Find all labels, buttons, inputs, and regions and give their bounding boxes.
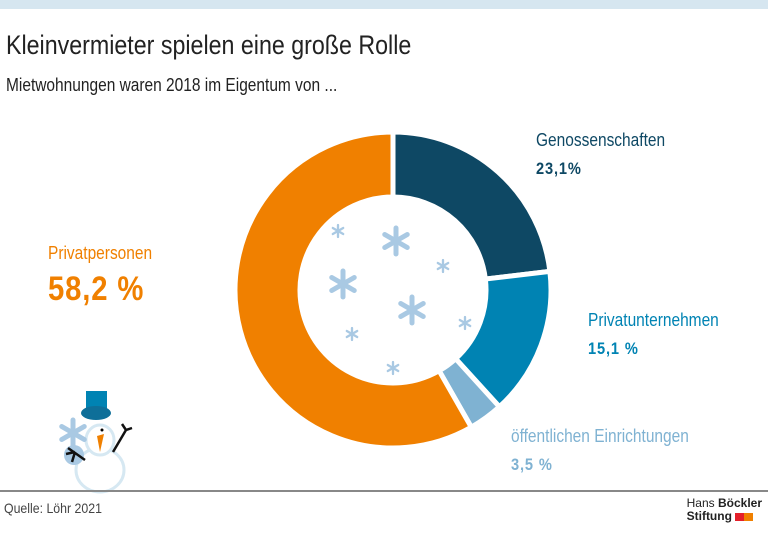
logo-text: Stiftung bbox=[686, 509, 732, 523]
top-bar bbox=[0, 0, 768, 9]
snowflake-icon bbox=[345, 326, 359, 342]
category-label: Privatunternehmen bbox=[588, 310, 719, 330]
value-label: 58,2 % bbox=[48, 270, 145, 308]
footer-rule bbox=[0, 490, 768, 492]
snowman-icon bbox=[64, 391, 133, 494]
logo-text: Hans bbox=[686, 496, 715, 510]
donut-slice bbox=[232, 129, 475, 451]
snowflake-icon bbox=[436, 258, 450, 274]
logo-text: Böckler bbox=[717, 496, 762, 510]
snowflake-icon bbox=[329, 268, 357, 300]
value-label: 23,1% bbox=[536, 159, 582, 178]
chart-title: Kleinvermieter spielen eine große Rolle bbox=[6, 30, 412, 60]
logo-orange-square bbox=[744, 512, 754, 521]
snowflake-icon bbox=[382, 225, 410, 257]
logo-red-square bbox=[735, 512, 745, 521]
value-label: 3,5 % bbox=[511, 455, 553, 474]
snowflake-icon bbox=[386, 360, 400, 376]
chart-subtitle: Mietwohnungen waren 2018 im Eigentum von… bbox=[6, 75, 338, 95]
label-oeffentlich: öffentlichen Einrichtungen 3,5 % bbox=[511, 426, 689, 475]
value-label: 15,1 % bbox=[588, 339, 639, 358]
category-label: Genossenschaften bbox=[536, 130, 666, 150]
category-label: Privatpersonen bbox=[48, 243, 153, 263]
category-label: öffentlichen Einrichtungen bbox=[511, 426, 689, 446]
label-privatunternehmen: Privatunternehmen 15,1 % bbox=[588, 310, 719, 359]
label-privatpersonen: Privatpersonen 58,2 % bbox=[48, 243, 152, 309]
source-note: Quelle: Löhr 2021 bbox=[4, 500, 102, 516]
snowflake-icon bbox=[59, 417, 87, 449]
snowflake-icon bbox=[331, 223, 345, 239]
snowflake-icon bbox=[398, 294, 426, 326]
label-genossenschaften: Genossenschaften 23,1% bbox=[536, 130, 665, 179]
snowflake-icon bbox=[458, 315, 472, 331]
donut-slice bbox=[390, 129, 553, 282]
hans-boeckler-logo: Hans Böckler Stiftung bbox=[687, 497, 762, 523]
